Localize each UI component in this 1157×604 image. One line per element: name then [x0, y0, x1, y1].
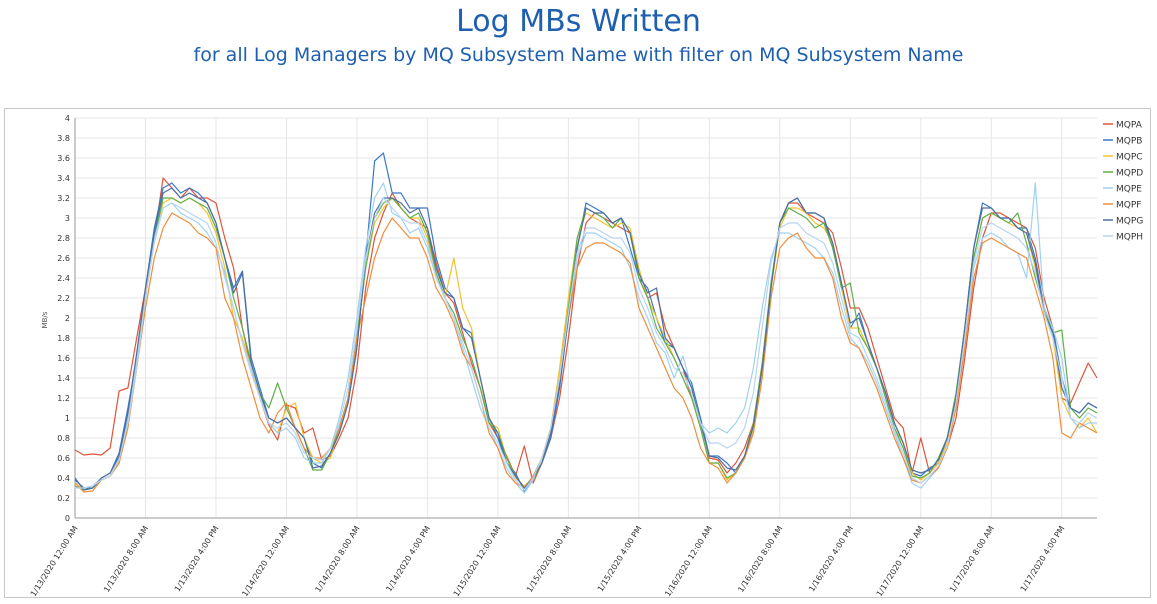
x-axis: 1/13/2020 12:00 AM 1/13/2020 8:00 AM 1/13/… [29, 517, 1097, 598]
y-tick-label: 2.2 [57, 294, 70, 303]
x-tick-label: 1/15/2020 12:00 AM [452, 524, 503, 598]
x-tick-label: 1/15/2020 8:00 AM [525, 524, 573, 594]
x-tick-label: 1/14/2020 4:00 PM [384, 524, 432, 593]
legend-label-mqpf: MQPF [1116, 201, 1141, 211]
y-tick-label: 3.6 [57, 154, 70, 163]
series-line-mqph [75, 197, 1098, 491]
y-axis: 0 0.2 0.4 0.6 0.8 1 1.2 1.4 1.6 1.8 2 2.2 2.4 2.6 2.8 3… [57, 114, 76, 523]
legend-label-mqph: MQPH [1116, 233, 1143, 243]
y-tick-label: 2 [65, 314, 70, 323]
y-tick-label: 2.4 [57, 274, 70, 283]
y-axis-label: MB/s [41, 311, 49, 328]
legend: MQPA MQPB MQPC MQPD MQPE MQPF MQPG MQPH [1103, 121, 1143, 243]
x-tick-label: 1/16/2020 12:00 AM [663, 524, 714, 598]
y-tick-label: 3.2 [57, 194, 70, 203]
series-line-mqpa [74, 177, 1098, 484]
legend-label-mqpg: MQPG [1116, 217, 1143, 227]
y-tick-label: 3.4 [57, 174, 70, 183]
chart-title: Log MBs Written [456, 4, 701, 39]
x-tick-label: 1/14/2020 12:00 AM [240, 524, 291, 598]
y-tick-label: 0.6 [57, 454, 70, 463]
y-tick-label: 1.6 [57, 354, 70, 363]
x-tick-label: 1/17/2020 8:00 AM [948, 524, 996, 594]
y-tick-label: 0.4 [57, 474, 70, 483]
y-tick-label: 0.8 [57, 434, 70, 443]
legend-label-mqpc: MQPC [1116, 153, 1143, 163]
y-tick-label: 2.6 [57, 254, 70, 263]
y-tick-label: 0 [65, 514, 70, 523]
y-tick-label: 1.2 [57, 394, 70, 403]
x-tick-label: 1/13/2020 12:00 AM [29, 524, 80, 598]
x-tick-label: 1/17/2020 12:00 AM [875, 524, 926, 598]
series-line-mqpb [74, 152, 1098, 492]
y-tick-label: 2.8 [57, 234, 70, 243]
chart-subtitle: for all Log Managers by MQ Subsystem Nam… [193, 44, 964, 66]
legend-label-mqpe: MQPE [1116, 185, 1142, 195]
x-tick-label: 1/16/2020 4:00 PM [807, 524, 855, 593]
x-tick-label: 1/16/2020 8:00 AM [736, 524, 784, 594]
series-line-mqpg [74, 187, 1098, 491]
x-tick-label: 1/15/2020 4:00 PM [596, 524, 644, 593]
series-lines [74, 152, 1098, 494]
legend-label-mqpb: MQPB [1116, 137, 1142, 147]
y-tick-label: 1 [65, 414, 70, 423]
x-tick-label: 1/14/2020 8:00 AM [313, 524, 361, 594]
y-tick-label: 3 [65, 214, 70, 223]
x-tick-label: 1/17/2020 4:00 PM [1019, 524, 1067, 593]
legend-label-mqpd: MQPD [1116, 169, 1143, 179]
x-tick-label: 1/13/2020 4:00 PM [173, 524, 221, 593]
legend-label-mqpa: MQPA [1116, 121, 1143, 131]
y-tick-label: 1.8 [57, 334, 70, 343]
y-tick-label: 1.4 [57, 374, 70, 383]
gridlines [74, 117, 1097, 519]
y-tick-label: 0.2 [57, 494, 70, 503]
y-tick-label: 4 [65, 114, 70, 123]
chart-frame [4, 108, 1151, 598]
x-tick-label: 1/13/2020 8:00 AM [102, 524, 150, 594]
y-tick-label: 3.8 [57, 134, 70, 143]
